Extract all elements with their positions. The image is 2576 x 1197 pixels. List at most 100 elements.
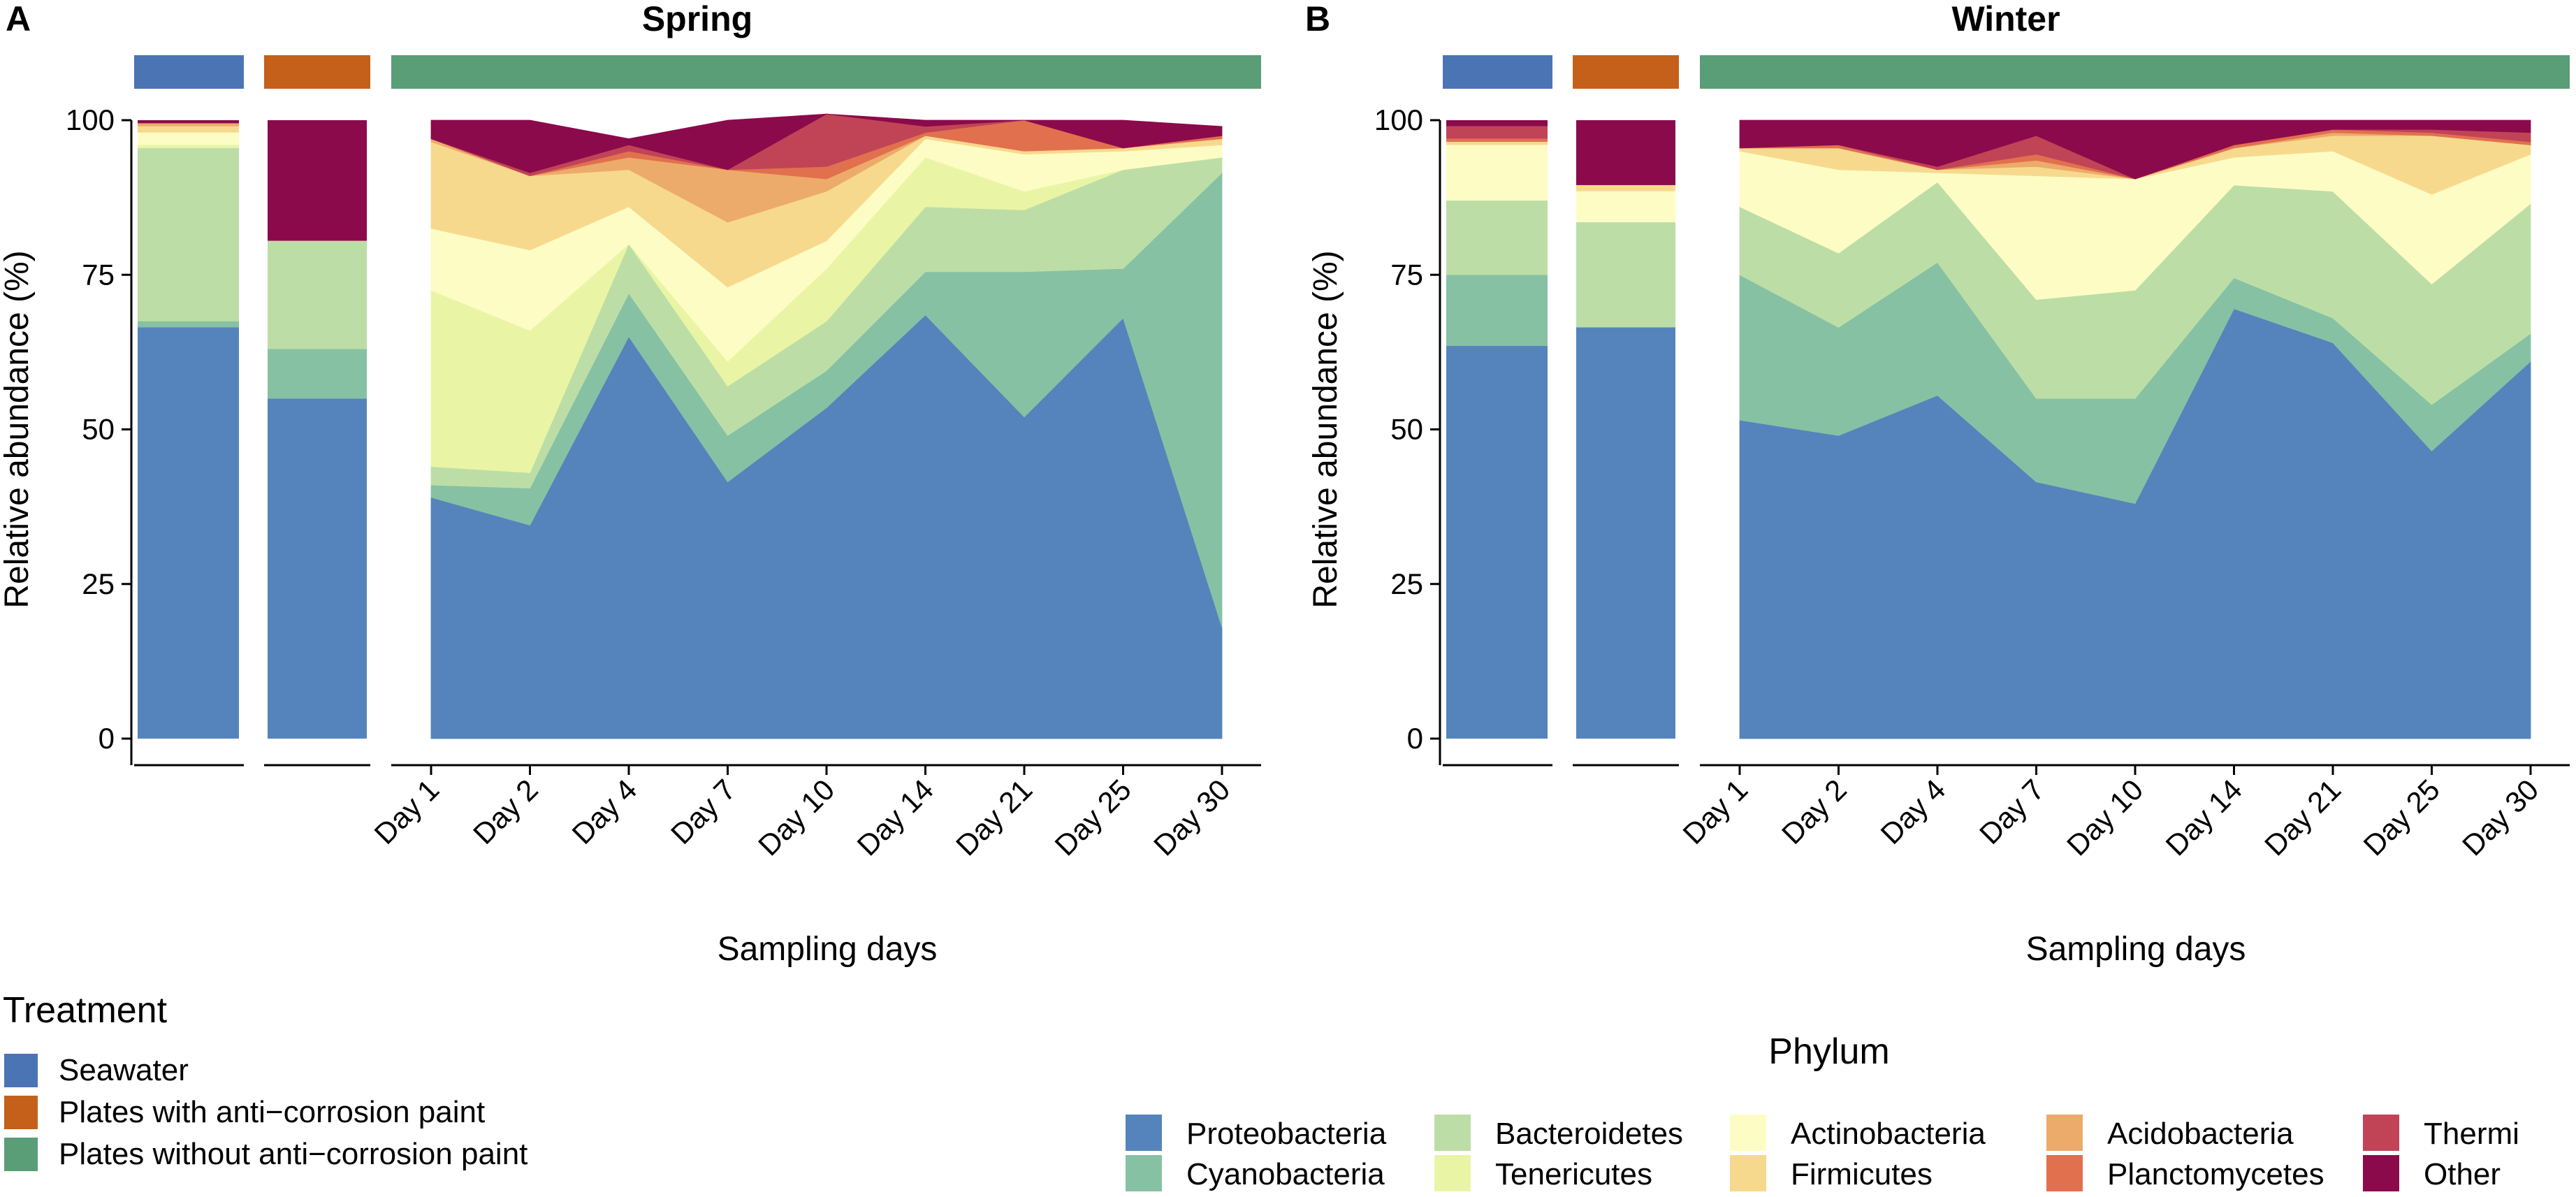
phylum-legend-swatch-other [2363, 1155, 2399, 1191]
bar-segment-other [1446, 120, 1548, 126]
treatment-strip-seawater [134, 55, 244, 89]
y-tick-label: 0 [1407, 722, 1423, 755]
y-axis-title: Relative abundance (%) [0, 250, 36, 608]
x-axis-title: Sampling days [2026, 931, 2246, 968]
phylum-legend-swatch-planctomycetes [2046, 1155, 2083, 1191]
bar-segment-bacteroidetes [138, 147, 239, 321]
bar-segment-proteobacteria [1446, 346, 1548, 739]
phylum-legend-label-bacteroidetes: Bacteroidetes [1495, 1117, 1683, 1151]
bar-segment-bacteroidetes [1576, 222, 1675, 328]
bar-segment-cyanobacteria [1446, 275, 1548, 347]
bar-segment-actinobacteria [1446, 145, 1548, 201]
treatment-legend-label-plates-without-anti-corrosion-paint: Plates without anti−corrosion paint [59, 1137, 527, 1171]
x-tick-label-day-7: Day 7 [664, 773, 742, 850]
y-axis: 0 25 50 75 100 [1374, 103, 1441, 765]
x-tick-label-day-7: Day 7 [1973, 773, 2051, 850]
y-tick-label: 0 [99, 722, 115, 755]
x-axis: Day 1 Day 2 Day 4 Day 7 Day 10 Day 14 Day 21 Da… [134, 764, 1261, 862]
chart-panels: A Spring 0 25 50 75 100 Relative abundance (%) D… [0, 0, 2570, 968]
bar-segment-other [268, 120, 367, 241]
x-tick-label-day-1: Day 1 [368, 773, 446, 850]
y-axis-title: Relative abundance (%) [1307, 250, 1344, 608]
treatment-strip-plates-with-anti-corrosion-paint [1573, 55, 1679, 89]
bar-segment-firmicutes [1576, 184, 1675, 191]
treatment-legend-swatch-plates-with-anti-corrosion-paint [4, 1096, 38, 1129]
stacked-bar-seawater [138, 120, 239, 739]
panel-title: Winter [1951, 0, 2060, 38]
x-tick-label-day-21: Day 21 [949, 773, 1038, 862]
phylum-legend-label-planctomycetes: Planctomycetes [2107, 1157, 2324, 1191]
phylum-legend-label-other: Other [2424, 1157, 2501, 1191]
bar-segment-tenericutes [138, 145, 239, 148]
x-axis: Day 1 Day 2 Day 4 Day 7 Day 10 Day 14 Day 21 Da… [1443, 764, 2570, 862]
treatment-legend-swatch-plates-without-anti-corrosion-paint [4, 1138, 38, 1171]
y-tick-label: 100 [66, 103, 115, 136]
x-tick-label-day-14: Day 14 [851, 773, 940, 862]
x-axis-title: Sampling days [718, 931, 938, 968]
phylum-legend: Phylum Proteobacteria Cyanobacteria Bactero… [1126, 1031, 2519, 1191]
treatment-strip-plates-with-anti-corrosion-paint [264, 55, 370, 89]
stacked-area [1739, 119, 2531, 739]
treatment-legend-swatch-seawater [4, 1054, 38, 1087]
area-series-other [430, 113, 1223, 173]
phylum-legend-label-thermi: Thermi [2424, 1117, 2519, 1151]
bar-segment-bacteroidetes [1446, 201, 1548, 275]
bar-segment-proteobacteria [138, 327, 239, 739]
phylum-legend-swatch-thermi [2363, 1115, 2399, 1151]
panel-letter: A [6, 0, 31, 38]
bar-segment-planctomycetes [1446, 138, 1548, 142]
x-tick-label-day-25: Day 25 [2357, 773, 2446, 862]
x-tick-label-day-1: Day 1 [1677, 773, 1754, 850]
bar-segment-firmicutes [138, 126, 239, 133]
panel-title: Spring [642, 0, 752, 38]
phylum-legend-swatch-cyanobacteria [1126, 1155, 1162, 1191]
x-tick-label-day-30: Day 30 [1147, 773, 1236, 862]
x-tick-label-day-2: Day 2 [1775, 773, 1853, 850]
phylum-legend-swatch-acidobacteria [2046, 1115, 2083, 1151]
y-tick-label: 25 [82, 567, 115, 600]
treatment-legend-label-seawater: Seawater [59, 1053, 189, 1087]
legends: Treatment Seawater Plates with anti−corros… [3, 990, 2519, 1191]
treatment-strip-plates-without-anti-corrosion-paint [1700, 55, 2570, 89]
x-tick-label-day-10: Day 10 [752, 773, 841, 862]
phylum-legend-label-firmicutes: Firmicutes [1791, 1157, 1933, 1191]
y-tick-label: 50 [82, 413, 115, 446]
y-tick-label: 25 [1390, 567, 1423, 600]
x-tick-label-day-10: Day 10 [2060, 773, 2149, 862]
bar-segment-other [138, 120, 239, 124]
x-tick-label-day-2: Day 2 [467, 773, 544, 850]
treatment-legend-label-plates-with-anti-corrosion-paint: Plates with anti−corrosion paint [59, 1095, 485, 1129]
x-tick-label-day-30: Day 30 [2456, 773, 2545, 862]
chart-panel-spring: A Spring 0 25 50 75 100 Relative abundance (%) D… [0, 0, 1261, 968]
stacked-bar-seawater [1446, 120, 1548, 739]
y-tick-label: 75 [1390, 258, 1423, 291]
treatment-legend: Treatment Seawater Plates with anti−corros… [3, 990, 527, 1171]
phylum-legend-swatch-tenericutes [1434, 1155, 1471, 1191]
y-tick-label: 50 [1390, 413, 1423, 446]
y-tick-label: 75 [82, 258, 115, 291]
bar-segment-proteobacteria [268, 398, 367, 739]
phylum-legend-swatch-proteobacteria [1126, 1115, 1162, 1151]
area-series-other [1739, 119, 2531, 180]
treatment-strip-plates-without-anti-corrosion-paint [391, 55, 1261, 89]
phylum-legend-swatch-bacteroidetes [1434, 1115, 1471, 1151]
bar-segment-actinobacteria [138, 132, 239, 145]
x-tick-label-day-14: Day 14 [2160, 773, 2248, 862]
y-tick-label: 100 [1374, 103, 1423, 136]
phylum-legend-title: Phylum [1768, 1031, 1889, 1072]
phylum-legend-label-tenericutes: Tenericutes [1495, 1157, 1652, 1191]
x-tick-label-day-4: Day 4 [566, 773, 643, 850]
bar-segment-cyanobacteria [268, 349, 367, 399]
stacked-bar-plates-with-anti-corrosion-paint [268, 120, 367, 739]
x-tick-label-day-4: Day 4 [1875, 773, 1952, 850]
bar-segment-bacteroidetes [268, 240, 367, 349]
bar-segment-proteobacteria [1576, 327, 1675, 739]
treatment-legend-title: Treatment [3, 990, 168, 1031]
phylum-legend-swatch-firmicutes [1730, 1155, 1766, 1191]
stacked-area [430, 113, 1223, 739]
bar-segment-actinobacteria [1576, 191, 1675, 223]
bar-segment-firmicutes [1446, 141, 1548, 145]
bar-segment-cyanobacteria [138, 321, 239, 328]
stacked-bar-plates-with-anti-corrosion-paint [1576, 120, 1675, 739]
